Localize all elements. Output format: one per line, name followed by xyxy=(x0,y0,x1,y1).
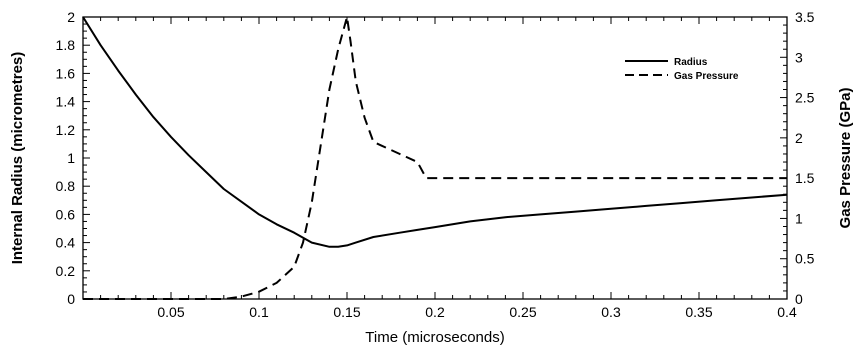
x-tick-label: 0.05 xyxy=(157,304,184,320)
series-layer xyxy=(82,16,788,300)
legend-label-radius: Radius xyxy=(674,57,708,68)
y-axis-right-title: Gas Pressure (GPa) xyxy=(837,88,854,229)
y-left-tick-label: 0.2 xyxy=(56,263,76,279)
legend: Radius Gas Pressure xyxy=(625,57,739,82)
y-left-tick-label: 1 xyxy=(67,150,75,166)
y-left-tick-label: 1.8 xyxy=(56,37,76,53)
y-left-tick-label: 0.6 xyxy=(56,206,76,222)
y-right-tick-label: 3.5 xyxy=(795,9,815,25)
y-right-tick-label: 1.5 xyxy=(795,170,815,186)
y-right-tick-label: 2.5 xyxy=(795,90,815,106)
y-axis-left-title: Internal Radius (micrometres) xyxy=(9,52,26,265)
y-left-tick-label: 1.4 xyxy=(56,94,76,110)
y-left-tick-label: 0.4 xyxy=(56,235,76,251)
tick-labels: 0.05 0.1 0.15 0.2 0.25 0.3 0.35 0.400.20.40.60.… xyxy=(56,9,815,320)
x-tick-label: 0.1 xyxy=(249,304,269,320)
y-right-tick-label: 3 xyxy=(795,49,803,65)
x-axis-title: Time (microseconds) xyxy=(365,329,504,346)
series-line-gas-pressure xyxy=(83,16,787,300)
series-line-radius xyxy=(82,16,788,248)
y-left-tick-label: 1.2 xyxy=(56,122,76,138)
y-left-tick-label: 0.8 xyxy=(56,178,76,194)
x-tick-label: 0.35 xyxy=(685,304,712,320)
y-right-tick-label: 1 xyxy=(795,210,803,226)
y-right-tick-label: 0.5 xyxy=(795,251,815,267)
y-right-tick-label: 2 xyxy=(795,130,803,146)
x-tick-label: 0.3 xyxy=(601,304,621,320)
x-tick-label: 0.25 xyxy=(509,304,536,320)
y-right-tick-label: 0 xyxy=(795,291,803,307)
y-left-tick-label: 0 xyxy=(67,291,75,307)
y-left-tick-label: 1.6 xyxy=(56,65,76,81)
x-tick-label: 0.2 xyxy=(425,304,445,320)
legend-label-gas-pressure: Gas Pressure xyxy=(674,71,739,82)
x-tick-label: 0.4 xyxy=(777,304,797,320)
y-left-tick-label: 2 xyxy=(67,9,75,25)
x-tick-label: 0.15 xyxy=(333,304,360,320)
